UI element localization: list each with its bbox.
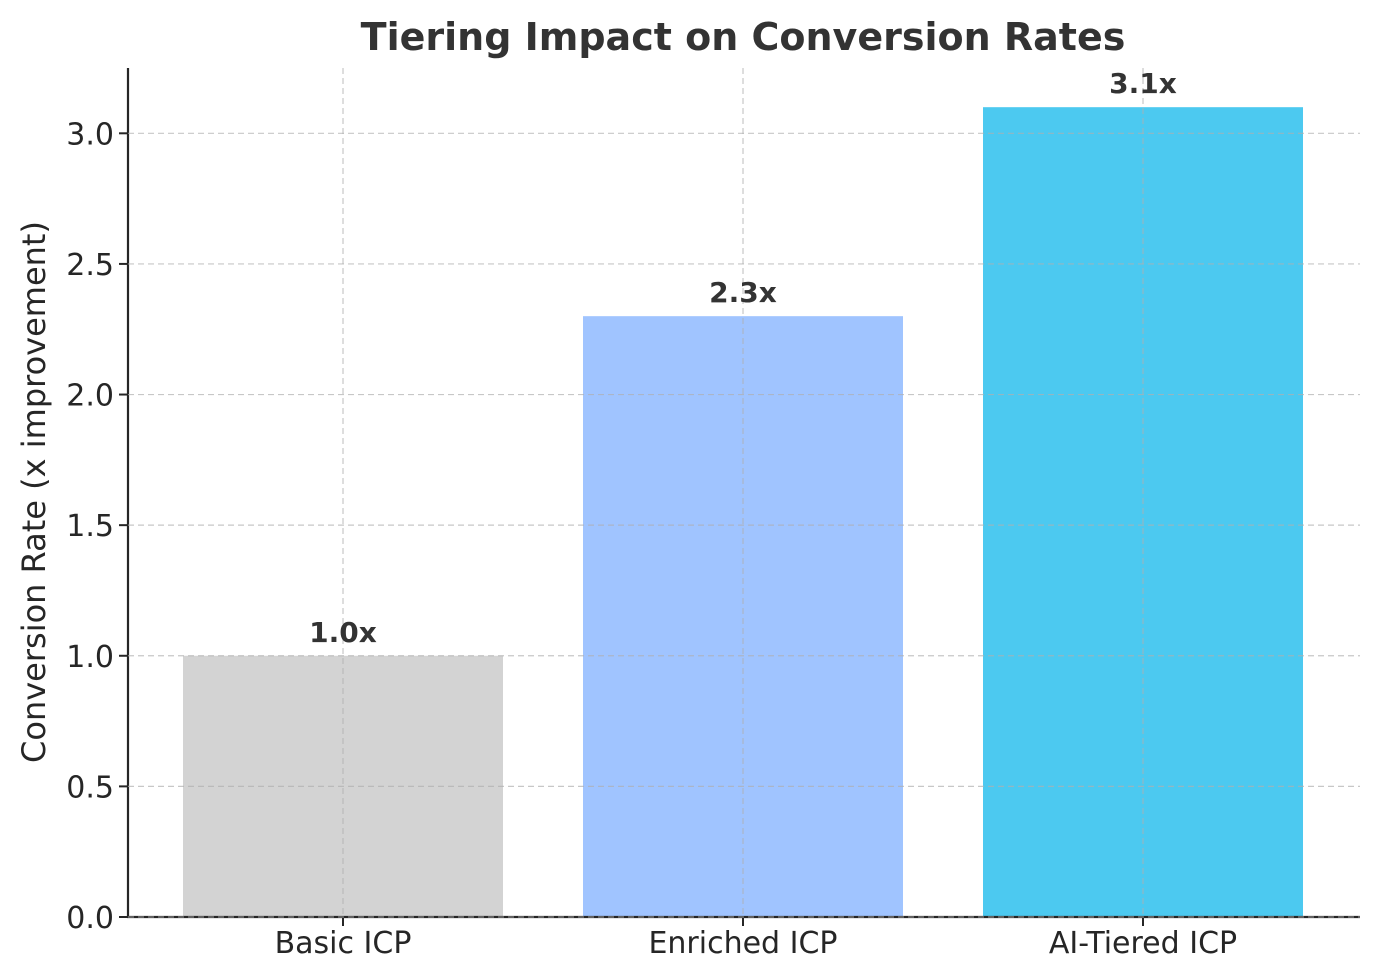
grid [128, 68, 1360, 918]
y-tick-label: 3.0 [66, 117, 114, 152]
y-axis-label: Conversion Rate (x improvement) [15, 221, 53, 763]
x-tick-label: Enriched ICP [648, 926, 837, 961]
y-tick-label: 1.0 [66, 640, 114, 675]
chart-title: Tiering Impact on Conversion Rates [361, 15, 1126, 59]
y-tick-label: 1.5 [66, 509, 114, 544]
y-tick-label: 0.0 [66, 901, 114, 936]
bar-value-label: 1.0x [309, 616, 377, 649]
x-tick-label: Basic ICP [275, 926, 412, 961]
y-tick-label: 2.5 [66, 248, 114, 283]
y-tick-label: 0.5 [66, 770, 114, 805]
x-tick-label: AI-Tiered ICP [1049, 926, 1237, 961]
bar-value-label: 2.3x [709, 276, 777, 309]
bar-enriched-icp [583, 316, 903, 918]
bars [183, 107, 1303, 918]
bar-value-label: 3.1x [1109, 67, 1177, 100]
data-labels: 1.0x 2.3x 3.1x [309, 67, 1177, 649]
y-tick-label: 2.0 [66, 379, 114, 414]
